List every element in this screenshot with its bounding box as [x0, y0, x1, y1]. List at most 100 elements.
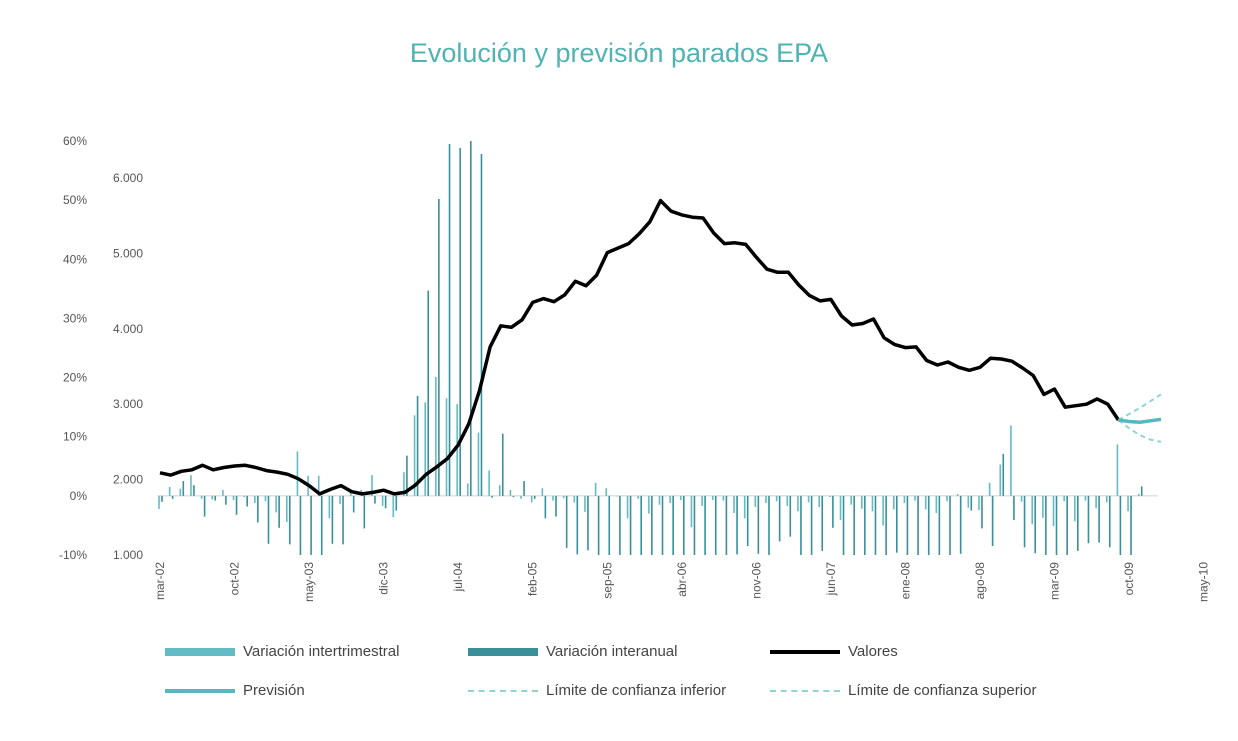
bar-interanual [746, 495, 749, 547]
bar-intertrimestral [467, 483, 469, 496]
bar-interanual [555, 495, 557, 517]
bar-intertrimestral [275, 495, 277, 513]
bar-intertrimestral [1095, 495, 1097, 509]
bar-intertrimestral [179, 488, 182, 496]
bar-intertrimestral [413, 415, 416, 496]
bar-intertrimestral [1042, 495, 1044, 518]
bar-intertrimestral [669, 495, 671, 503]
bar-interanual [629, 495, 632, 555]
bar-intertrimestral [733, 495, 735, 514]
bar-interanual [704, 495, 706, 555]
bar-interanual [288, 495, 291, 545]
bar-interanual [427, 290, 430, 496]
bar-interanual [672, 495, 674, 555]
bar-interanual [906, 495, 909, 555]
bar-interanual [970, 495, 973, 511]
bar-intertrimestral [317, 475, 320, 496]
bar-interanual [1002, 453, 1005, 496]
bar-intertrimestral [456, 404, 458, 496]
bar-intertrimestral [999, 464, 1002, 496]
bar-intertrimestral [498, 485, 501, 496]
bar-interanual [597, 495, 600, 555]
bar-interanual [257, 495, 259, 523]
bar-interanual [470, 141, 472, 496]
legend-interanual: Variación interanual [468, 643, 677, 660]
bar-intertrimestral [541, 488, 544, 496]
y-left-tick-label: -10% [59, 548, 87, 562]
bar-intertrimestral [1105, 495, 1108, 503]
bar-interanual [225, 495, 227, 505]
bar-intertrimestral [818, 495, 821, 508]
bar-interanual [1066, 495, 1068, 555]
bar-interanual [1108, 495, 1111, 548]
bar-intertrimestral [956, 494, 959, 496]
bar-interanual [171, 495, 174, 499]
bar-interanual [938, 495, 941, 555]
bar-interanual [501, 433, 504, 496]
x-tick-label: oct-02 [228, 562, 242, 596]
legend-swatch-limite-inferior [468, 689, 538, 692]
series-prevision-line [1118, 417, 1162, 425]
bar-intertrimestral [648, 495, 650, 514]
bar-interanual [235, 495, 238, 515]
x-tick-label: jul-04 [451, 562, 465, 593]
bar-interanual [1077, 495, 1079, 551]
bar-intertrimestral [339, 495, 341, 505]
bar-interanual [533, 495, 536, 499]
bar-interanual [523, 481, 525, 496]
bar-interanual [587, 495, 589, 551]
bar-interanual [459, 148, 461, 496]
legend-swatch-prevision [165, 688, 235, 693]
bar-intertrimestral [381, 495, 384, 506]
bar-interanual [299, 495, 302, 555]
y-left-tick-label: 30% [63, 311, 87, 325]
bar-intertrimestral [158, 495, 160, 509]
bar-intertrimestral [254, 495, 256, 503]
bar-interanual [203, 495, 206, 517]
bar-interanual [320, 495, 323, 555]
bar-intertrimestral [754, 495, 757, 508]
legend-label-interanual: Variación interanual [546, 643, 678, 660]
bar-interanual [1055, 495, 1058, 555]
bar-intertrimestral [1020, 495, 1023, 502]
bar-intertrimestral [530, 495, 533, 503]
bar-interanual [991, 495, 994, 547]
bar-intertrimestral [1074, 495, 1076, 522]
y-left-tick-label: 10% [63, 430, 87, 444]
y-left-tick-label: 0% [70, 489, 88, 503]
bar-intertrimestral [861, 495, 863, 509]
legend-valores: Valores [770, 643, 898, 660]
bar-interanual [395, 495, 398, 511]
x-tick-label: mar-09 [1048, 562, 1062, 600]
bar-intertrimestral [200, 495, 203, 499]
bar-interanual [352, 495, 355, 513]
bar-interanual [959, 495, 962, 554]
bar-interanual [1034, 495, 1037, 554]
bar-intertrimestral [690, 495, 693, 528]
bar-intertrimestral [850, 495, 852, 505]
bar-intertrimestral [701, 495, 703, 506]
x-tick-label: ene-08 [898, 562, 912, 600]
bar-intertrimestral [605, 488, 608, 496]
series-limite-superior-line [1117, 393, 1162, 421]
bar-interanual [981, 495, 983, 529]
bar-intertrimestral [562, 495, 565, 499]
y-left-tick-label: 20% [63, 371, 87, 385]
bar-intertrimestral [371, 475, 373, 496]
bar-intertrimestral [988, 482, 991, 496]
bar-intertrimestral [509, 489, 512, 496]
bar-intertrimestral [679, 495, 682, 500]
bar-interanual [576, 495, 579, 555]
bar-interanual [640, 495, 643, 555]
x-tick-label: feb-05 [526, 562, 540, 596]
bar-interanual [406, 455, 408, 496]
bar-intertrimestral [946, 495, 948, 502]
bar-intertrimestral [232, 495, 235, 500]
legend-prevision: Previsión [165, 682, 305, 699]
y-right-tick-label: 4.000 [113, 322, 143, 336]
bar-interanual [267, 495, 270, 544]
bar-interanual [693, 495, 696, 555]
bar-intertrimestral [626, 495, 629, 519]
legend-limite-inferior: Límite de confianza inferior [468, 682, 726, 699]
y-right-tick-label: 1.000 [113, 548, 143, 562]
